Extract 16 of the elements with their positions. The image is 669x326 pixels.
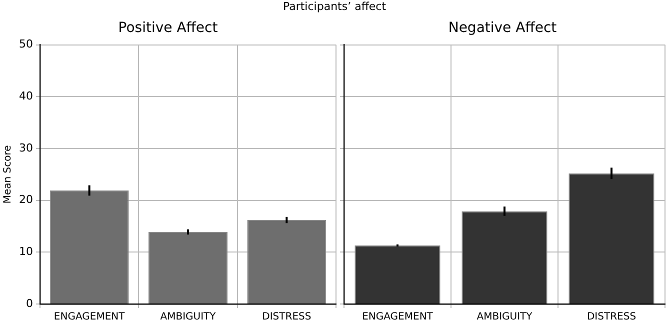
y-tick-label: 30 <box>18 141 33 154</box>
chart-title: Negative Affect <box>448 20 558 36</box>
x-tick-label: DISTRESS <box>262 312 312 323</box>
y-tick-label: 50 <box>18 38 33 51</box>
y-axis-title: Mean Score <box>2 145 14 204</box>
x-tick-label: ENGAGEMENT <box>362 312 434 323</box>
x-tick-label: ENGAGEMENT <box>54 312 126 323</box>
x-tick-label: DISTRESS <box>586 312 636 323</box>
y-tick-label: 20 <box>18 193 33 206</box>
text: Participants’ affect <box>282 0 388 13</box>
x-tick-label: AMBIGUITY <box>160 312 217 323</box>
x-tick-label: AMBIGUITY <box>476 312 534 323</box>
y-tick-label: 0 <box>26 296 33 310</box>
y-tick-label: 10 <box>18 245 33 258</box>
y-tick-label: 40 <box>18 90 33 102</box>
chart-title: Positive Affect <box>118 20 218 36</box>
